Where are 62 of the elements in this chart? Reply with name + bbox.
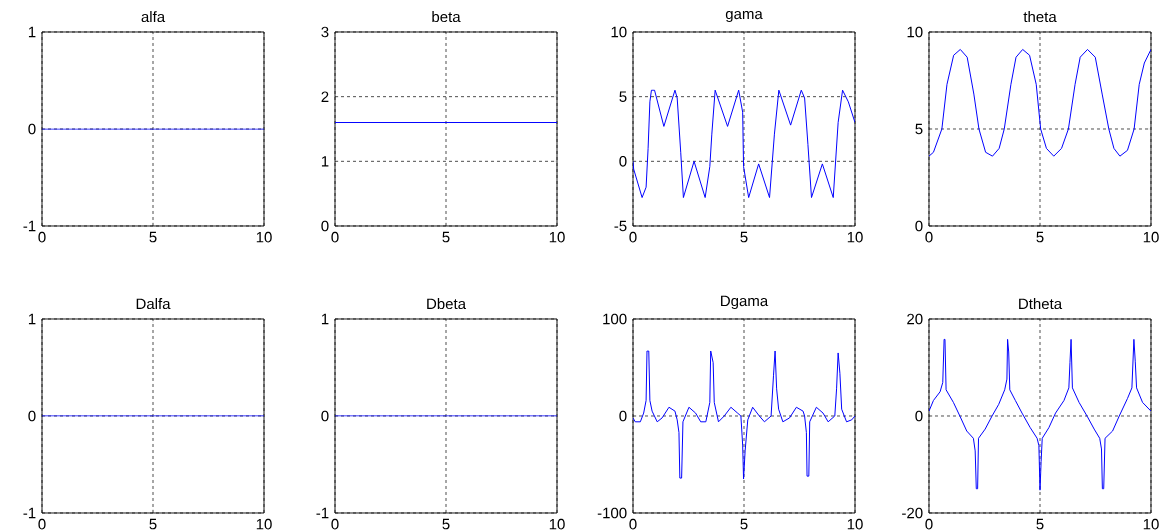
y-tick-label: 100 [603,313,627,325]
y-tick-label: 0 [321,410,329,422]
y-tick-label: 5 [915,123,923,135]
y-tick-label: 5 [619,91,627,102]
chart-title: theta [1023,11,1057,23]
x-tick-label: 10 [1143,518,1159,530]
x-tick-label: 0 [38,231,46,243]
y-tick-label: 1 [28,313,36,325]
x-tick-label: 5 [149,518,157,530]
line-series [633,350,855,480]
x-tick-label: 10 [549,231,565,243]
x-tick-label: 5 [1036,518,1044,530]
y-tick-label: 0 [321,220,329,232]
chart-title: gama [725,10,763,23]
x-tick-label: 0 [38,518,46,530]
y-tick-label: 0 [915,220,923,232]
x-tick-label: 0 [331,518,339,530]
x-tick-label: 0 [629,231,637,243]
y-tick-label: 10 [611,26,627,38]
x-tick-label: 10 [549,518,565,530]
y-tick-label: 10 [907,26,923,38]
x-tick-label: 10 [847,231,863,243]
y-tick-label: 0 [619,410,627,422]
x-tick-label: 10 [256,231,272,243]
chart-title: Dgama [721,295,769,310]
x-tick-label: 0 [925,518,933,530]
chart-title: alfa [141,11,166,23]
x-tick-label: 5 [740,518,748,530]
y-tick-label: -1 [23,507,36,519]
chart-title: Dbeta [427,298,467,310]
x-tick-label: 0 [925,231,933,243]
y-tick-label: 1 [321,156,329,167]
y-tick-label: 1 [28,26,36,38]
y-tick-label: -1 [316,507,329,519]
line-series [633,89,855,199]
x-tick-label: 5 [442,231,450,243]
y-tick-label: -5 [614,220,627,232]
y-tick-label: 1 [321,313,329,325]
y-tick-label: 20 [907,313,923,325]
chart-title: beta [432,11,461,23]
x-tick-label: 0 [629,518,637,530]
chart-title: Dtheta [1019,298,1063,310]
x-tick-label: 10 [847,518,863,530]
chart-title: Dalfa [136,298,171,310]
y-tick-label: 0 [28,123,36,135]
y-tick-label: 0 [619,156,627,167]
y-tick-label: -1 [23,220,36,232]
x-tick-label: 5 [740,231,748,243]
y-tick-label: 2 [321,91,329,102]
line-series [929,338,1151,491]
y-tick-label: -100 [597,507,627,519]
y-tick-label: 0 [28,410,36,422]
y-tick-label: 0 [915,410,923,422]
x-tick-label: 10 [1143,231,1159,243]
x-tick-label: 10 [256,518,272,530]
x-tick-label: 0 [331,231,339,243]
x-tick-label: 5 [1036,231,1044,243]
y-tick-label: -20 [902,507,923,519]
x-tick-label: 5 [442,518,450,530]
line-series [929,48,1151,157]
x-tick-label: 5 [149,231,157,243]
y-tick-label: 3 [321,26,329,38]
